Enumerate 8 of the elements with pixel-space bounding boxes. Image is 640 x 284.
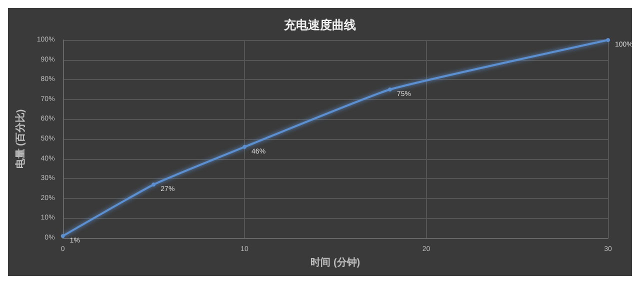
chart-title: 充电速度曲线 xyxy=(283,18,356,32)
point xyxy=(152,182,156,187)
point xyxy=(242,144,247,149)
y-axis-title: 电量 (百分比) xyxy=(14,109,26,169)
point xyxy=(388,88,392,92)
x-axis-title: 时间 (分钟) xyxy=(310,256,360,268)
point xyxy=(60,234,65,238)
point xyxy=(606,38,610,42)
